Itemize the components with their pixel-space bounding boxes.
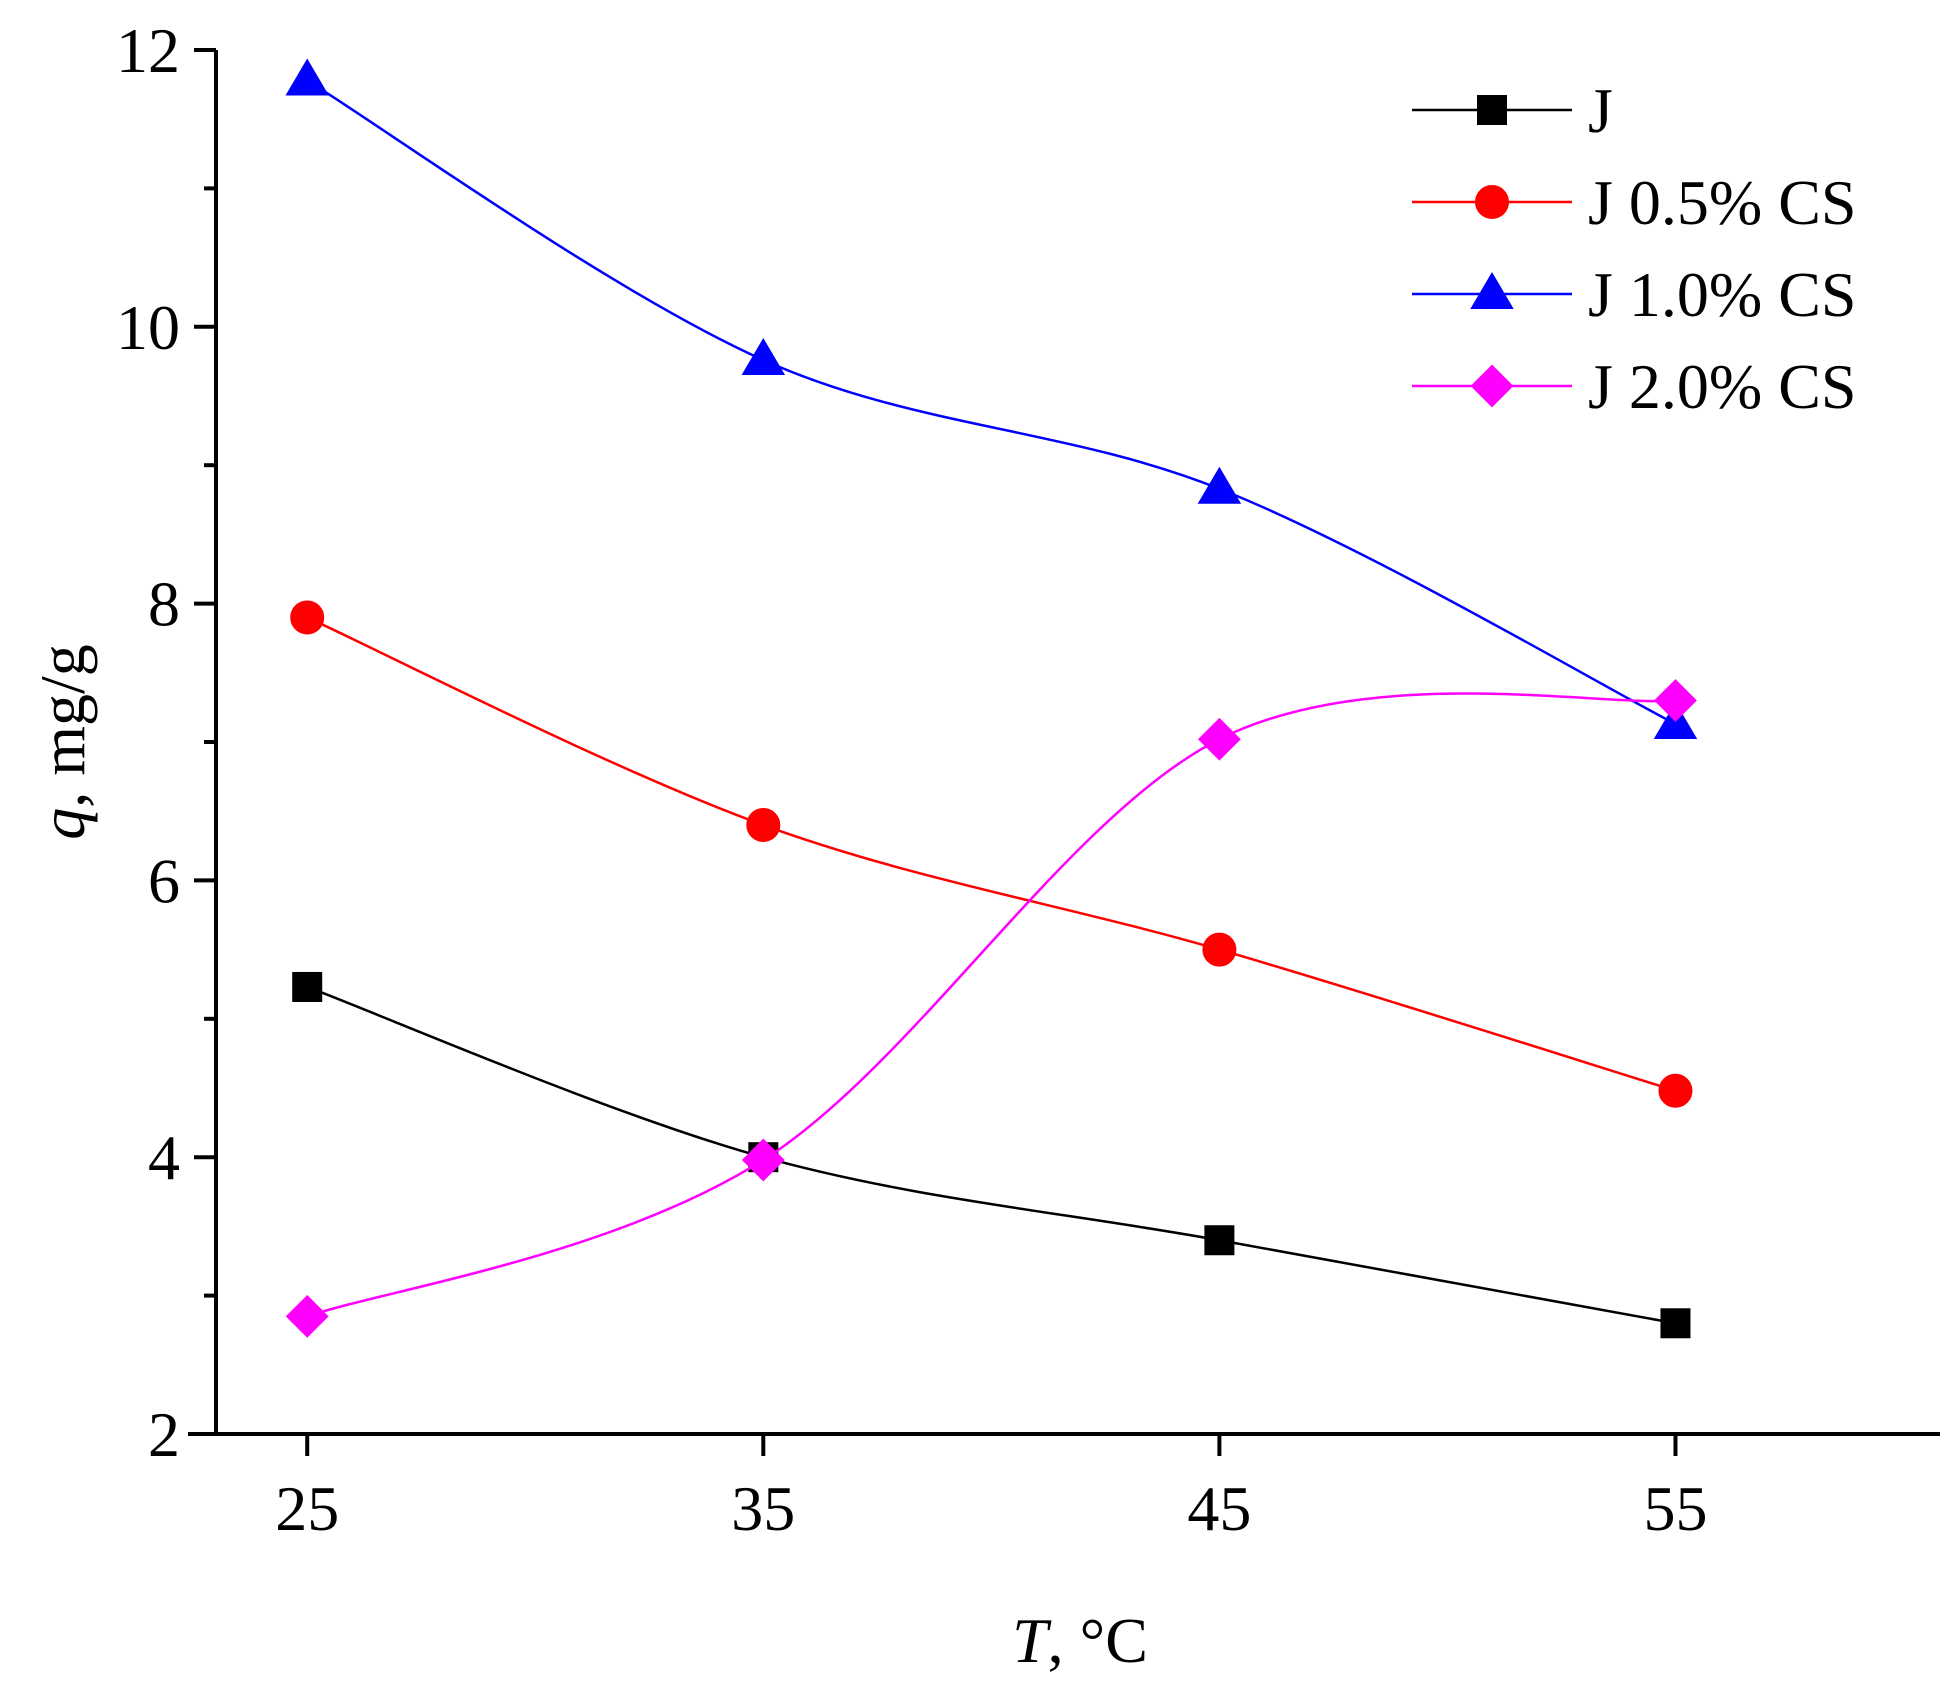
y-tick-label: 2: [148, 1399, 180, 1470]
legend-marker: [1470, 364, 1514, 408]
y-tick-label: 10: [116, 292, 180, 363]
y-tick-label: 6: [148, 845, 180, 916]
y-ticks: 2 4 6 8 10 12: [116, 15, 216, 1470]
legend-item: J 1.0% CS: [1412, 259, 1857, 330]
x-axis-title-var: T: [1012, 1605, 1052, 1676]
series-0: [292, 971, 1691, 1339]
y-axis-title-var: q: [27, 808, 98, 840]
data-point: [285, 58, 329, 96]
data-point: [741, 338, 786, 376]
x-axis-title-unit: , °C: [1048, 1605, 1148, 1676]
legend-marker: [1475, 185, 1509, 219]
legend-marker: [1470, 272, 1514, 309]
legend-label: J 1.0% CS: [1588, 259, 1857, 330]
data-point: [1658, 1073, 1693, 1108]
series-1: [290, 600, 1693, 1108]
x-ticks: 25 35 45 55: [275, 1434, 1707, 1544]
series-line: [306, 692, 1676, 1318]
x-tick-label: 55: [1643, 1473, 1707, 1544]
legend-label: J 0.5% CS: [1588, 167, 1857, 238]
y-axis-title: q, mg/g: [27, 644, 98, 840]
x-tick-label: 25: [275, 1473, 339, 1544]
axes: [188, 50, 1940, 1436]
y-tick-label: 4: [148, 1122, 180, 1193]
series-group: [285, 58, 1698, 1339]
legend-item: J 2.0% CS: [1412, 351, 1857, 422]
data-point: [1202, 932, 1237, 967]
legend-marker: [1477, 95, 1507, 125]
x-tick-label: 45: [1187, 1473, 1251, 1544]
data-point: [1204, 1225, 1235, 1256]
data-point: [746, 808, 781, 843]
series-line: [306, 79, 1677, 726]
x-tick-label: 35: [731, 1473, 795, 1544]
x-axis-title: T, °C: [1012, 1605, 1148, 1676]
legend-label: J: [1588, 75, 1613, 146]
legend-item: J 0.5% CS: [1412, 167, 1857, 238]
y-axis-title-unit: , mg/g: [27, 644, 98, 808]
series-line: [306, 985, 1676, 1325]
data-point: [285, 1294, 329, 1338]
data-point: [290, 600, 325, 635]
data-point: [1197, 717, 1241, 761]
series-2: [285, 58, 1698, 740]
legend: J J 0.5% CS J 1.0% CS J 2.0% CS: [1412, 75, 1857, 422]
legend-label: J 2.0% CS: [1588, 351, 1857, 422]
series-3: [285, 679, 1697, 1338]
data-point: [741, 1138, 785, 1182]
data-point: [1660, 1308, 1691, 1339]
y-tick-label: 8: [148, 569, 180, 640]
data-point: [292, 971, 323, 1002]
y-tick-label: 12: [116, 15, 180, 86]
series-line: [306, 616, 1676, 1092]
legend-item: J: [1412, 75, 1613, 146]
data-point: [1654, 679, 1697, 722]
data-point: [1197, 466, 1242, 504]
